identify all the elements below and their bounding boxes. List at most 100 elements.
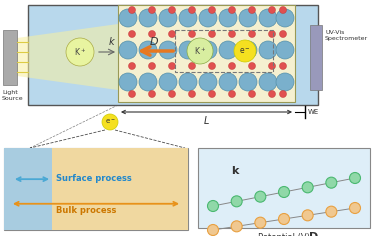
Circle shape [188,63,196,69]
Circle shape [66,38,94,66]
Circle shape [188,30,196,38]
Circle shape [279,214,290,224]
Circle shape [229,90,235,97]
Circle shape [149,90,156,97]
Circle shape [187,38,213,64]
Circle shape [268,7,276,13]
Circle shape [279,30,287,38]
Circle shape [231,221,242,232]
Circle shape [139,73,157,91]
Circle shape [350,202,361,214]
FancyBboxPatch shape [3,30,17,85]
Circle shape [259,41,277,59]
Circle shape [159,9,177,27]
Circle shape [199,9,217,27]
Circle shape [159,73,177,91]
Circle shape [209,90,215,97]
Circle shape [276,41,294,59]
Text: Potential (V): Potential (V) [258,233,310,236]
Circle shape [129,30,135,38]
Circle shape [188,90,196,97]
Circle shape [179,41,197,59]
Text: $D$: $D$ [149,35,159,47]
Circle shape [239,9,257,27]
Text: e$^-$: e$^-$ [239,46,251,56]
Circle shape [259,73,277,91]
Circle shape [168,7,176,13]
Circle shape [231,196,242,207]
Circle shape [234,40,256,62]
Circle shape [208,201,218,211]
Text: e$^-$: e$^-$ [105,118,115,126]
Circle shape [255,191,266,202]
Text: $\mathbf{D}$: $\mathbf{D}$ [308,230,318,236]
Circle shape [279,186,290,198]
Circle shape [255,217,266,228]
Circle shape [302,182,313,193]
Circle shape [168,63,176,69]
Circle shape [219,9,237,27]
Circle shape [239,73,257,91]
Circle shape [229,7,235,13]
Circle shape [102,114,118,130]
Text: K$^+$: K$^+$ [194,45,206,57]
Circle shape [199,73,217,91]
Circle shape [168,30,176,38]
Circle shape [119,9,137,27]
Text: UV-Vis
Spectrometer: UV-Vis Spectrometer [325,30,368,41]
Circle shape [249,90,256,97]
Circle shape [188,7,196,13]
Circle shape [129,7,135,13]
Circle shape [249,30,256,38]
Circle shape [129,90,135,97]
Circle shape [268,90,276,97]
Circle shape [302,210,313,221]
Text: WE: WE [308,109,319,115]
Circle shape [219,41,237,59]
Circle shape [229,63,235,69]
Circle shape [326,177,337,188]
Circle shape [119,73,137,91]
Text: $k$: $k$ [108,35,116,47]
Circle shape [208,224,218,236]
Text: $\mathbf{k}$: $\mathbf{k}$ [231,164,241,176]
Circle shape [159,41,177,59]
Circle shape [139,9,157,27]
Circle shape [259,9,277,27]
Circle shape [229,30,235,38]
FancyBboxPatch shape [118,5,295,102]
Circle shape [350,173,361,184]
Circle shape [168,90,176,97]
FancyBboxPatch shape [310,25,322,90]
Circle shape [199,41,217,59]
Circle shape [219,73,237,91]
Text: Bulk process: Bulk process [56,206,117,215]
Circle shape [209,7,215,13]
Circle shape [149,30,156,38]
Text: $L$: $L$ [203,114,209,126]
Circle shape [268,63,276,69]
Circle shape [276,73,294,91]
Circle shape [209,30,215,38]
Polygon shape [17,24,118,90]
Circle shape [209,63,215,69]
Text: Surface process: Surface process [56,174,132,183]
Text: Light
Source: Light Source [2,90,24,101]
Circle shape [129,63,135,69]
Circle shape [179,9,197,27]
Circle shape [239,41,257,59]
FancyBboxPatch shape [52,148,188,230]
Circle shape [279,63,287,69]
Circle shape [249,7,256,13]
Circle shape [119,41,137,59]
Circle shape [276,9,294,27]
Text: K$^+$: K$^+$ [74,46,86,58]
Circle shape [268,30,276,38]
FancyBboxPatch shape [28,5,318,105]
FancyBboxPatch shape [4,148,188,230]
Circle shape [326,206,337,217]
FancyBboxPatch shape [4,148,52,230]
FancyBboxPatch shape [198,148,370,228]
Circle shape [249,63,256,69]
Circle shape [279,7,287,13]
